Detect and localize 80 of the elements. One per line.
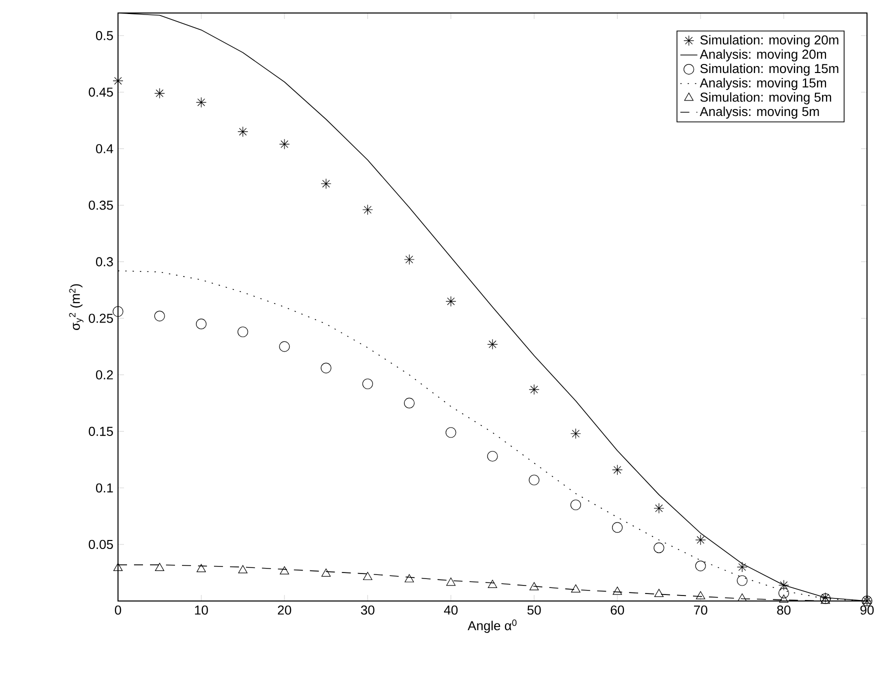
- point: [487, 450, 498, 462]
- legend-label: Simulation: moving 15m: [700, 64, 838, 76]
- point: [862, 596, 872, 604]
- point: [404, 254, 415, 265]
- x-tick-label: 50: [527, 605, 541, 615]
- y-tick-label: 0.2: [96, 370, 113, 380]
- point: [778, 580, 790, 590]
- y-tick-label: 0.1: [96, 483, 113, 492]
- x-tick-label: 90: [860, 605, 874, 615]
- point: [528, 384, 540, 395]
- point: [695, 534, 706, 546]
- y-tick-label: 0.5: [96, 31, 113, 40]
- x-axis-title: Angle α$^{0}$: [468, 620, 517, 633]
- point: [238, 565, 248, 574]
- point: [529, 582, 539, 590]
- y-tick-label: 0.25: [88, 314, 113, 323]
- y-tick-label: 0.35: [88, 200, 113, 210]
- point: [528, 474, 540, 486]
- point: [570, 428, 582, 439]
- point: [404, 398, 415, 408]
- y-axis-title: σ$_{y}$$^{2}$ (m$^{2}$): [69, 284, 84, 330]
- point: [612, 522, 623, 533]
- y-tick-label: 0.3: [96, 257, 113, 266]
- point: [736, 562, 748, 572]
- point: [113, 562, 123, 571]
- x-tick-label: 10: [195, 605, 208, 615]
- point: [320, 362, 332, 374]
- legend-label: Analysis: moving 20m: [700, 49, 826, 62]
- x-tick-label: 70: [694, 605, 708, 615]
- point: [362, 204, 373, 216]
- legend-label: Simulation: moving 20m: [700, 35, 838, 48]
- legend-label: Simulation: moving 5m: [700, 92, 832, 104]
- y-tick-label: 0.05: [88, 540, 113, 550]
- point: [487, 339, 498, 350]
- point: [778, 588, 790, 598]
- legend-label: Analysis: moving 5m: [700, 106, 819, 119]
- point: [279, 138, 290, 150]
- point: [321, 568, 331, 577]
- point: [654, 502, 664, 514]
- point: [320, 178, 332, 190]
- point: [488, 580, 498, 588]
- x-tick-label: 80: [777, 605, 790, 615]
- point: [362, 378, 373, 390]
- point: [571, 584, 580, 592]
- x-tick-label: 30: [360, 605, 374, 615]
- point: [654, 588, 664, 597]
- point: [238, 326, 248, 338]
- point: [280, 566, 290, 574]
- point: [196, 564, 206, 572]
- point: [404, 574, 414, 582]
- point: [820, 596, 830, 604]
- point: [112, 76, 124, 86]
- x-tick-label: 0: [114, 605, 122, 615]
- point: [196, 318, 207, 330]
- point: [695, 560, 706, 572]
- point: [279, 341, 290, 352]
- x-tick-label: 20: [278, 605, 292, 615]
- point: [570, 500, 582, 510]
- y-tick-label: 0.15: [88, 426, 113, 436]
- point: [654, 542, 664, 554]
- point: [154, 310, 165, 322]
- point: [612, 464, 623, 476]
- point: [112, 306, 124, 317]
- y-tick-label: 0.45: [88, 88, 113, 97]
- point: [196, 97, 207, 108]
- x-tick-label: 60: [610, 605, 624, 615]
- legend-label: Analysis: moving 15m: [700, 78, 826, 90]
- point: [446, 427, 456, 438]
- point: [154, 88, 165, 99]
- point: [696, 591, 706, 600]
- point: [238, 126, 248, 138]
- point: [779, 594, 788, 603]
- x-tick-label: 40: [444, 605, 458, 615]
- point: [446, 296, 456, 307]
- point: [363, 572, 372, 580]
- point: [736, 575, 748, 586]
- point: [154, 562, 164, 571]
- point: [446, 578, 456, 586]
- y-tick-label: 0.4: [96, 144, 114, 154]
- point: [612, 586, 622, 595]
